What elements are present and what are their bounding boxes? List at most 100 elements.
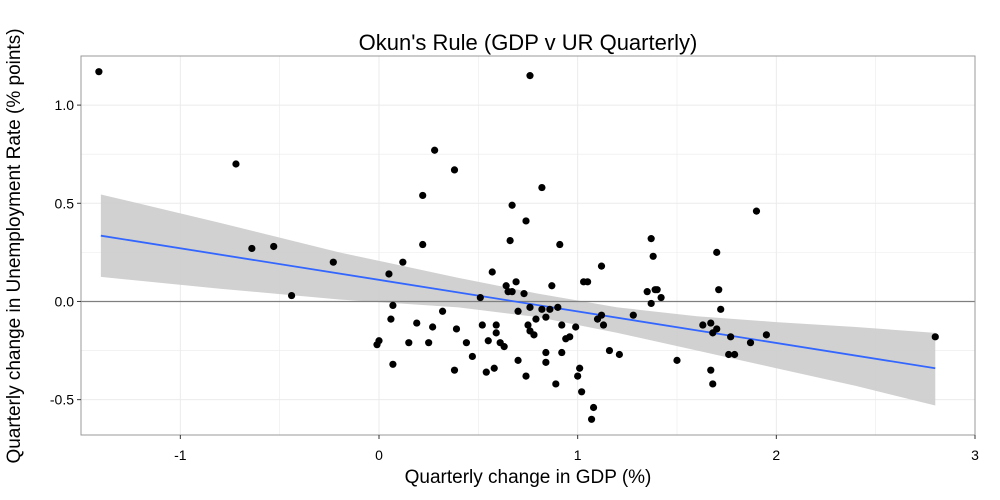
y-tick-label: 0.0 [55, 293, 75, 309]
data-point [542, 348, 550, 357]
data-point [653, 286, 661, 294]
data-point [520, 290, 528, 298]
data-point [558, 348, 566, 357]
data-point [478, 321, 486, 329]
y-tick-label: -0.5 [50, 392, 74, 408]
data-point [482, 368, 490, 376]
data-point [514, 307, 522, 315]
data-point [506, 236, 514, 245]
data-point [248, 244, 256, 253]
data-point [387, 315, 395, 323]
data-point [731, 350, 739, 359]
data-point [707, 319, 715, 327]
data-point [389, 301, 397, 309]
data-point [762, 331, 771, 339]
data-points [95, 68, 939, 423]
x-tick-label: 0 [375, 447, 383, 463]
data-point [597, 311, 606, 319]
x-tick-label: 1 [574, 447, 582, 463]
x-tick-label: 2 [772, 447, 780, 463]
data-point [270, 242, 278, 251]
data-point [524, 321, 532, 329]
data-point [599, 321, 608, 329]
data-point [605, 346, 614, 355]
data-point [425, 339, 433, 347]
trend-line-group [100, 234, 936, 370]
data-point [462, 339, 471, 347]
data-point [375, 337, 383, 345]
data-point [647, 299, 655, 308]
data-point [287, 291, 296, 300]
y-tick-label: 1.0 [55, 97, 75, 113]
data-point [419, 191, 427, 200]
data-point [566, 333, 574, 341]
data-point [95, 68, 103, 76]
data-point [476, 293, 484, 302]
data-point [657, 293, 665, 302]
data-point [546, 305, 554, 313]
trend-line [100, 234, 936, 370]
data-point [405, 339, 413, 347]
data-point [554, 303, 562, 311]
data-point [746, 339, 755, 347]
data-point [512, 278, 520, 286]
x-axis-title: Quarterly change in GDP (%) [405, 467, 652, 488]
data-point [438, 307, 447, 315]
data-point [329, 258, 337, 266]
data-point [647, 235, 655, 243]
data-point [552, 380, 560, 388]
data-point [576, 364, 584, 372]
data-point [752, 207, 761, 215]
data-point [399, 258, 407, 266]
data-point [584, 278, 592, 286]
data-point [574, 372, 582, 380]
data-point [526, 72, 534, 80]
plot-panel [80, 55, 976, 436]
data-point [542, 313, 550, 321]
data-point [500, 343, 508, 351]
y-tick-label: 0.5 [55, 195, 75, 211]
data-point [508, 201, 516, 209]
data-point [548, 282, 556, 290]
data-point [709, 380, 717, 388]
data-point [542, 358, 550, 366]
data-point [673, 356, 681, 364]
data-point [629, 311, 637, 319]
data-point [522, 372, 530, 380]
data-point [502, 282, 510, 290]
data-point [484, 337, 492, 345]
data-point [558, 321, 566, 329]
data-point [389, 360, 397, 368]
data-point [450, 366, 459, 374]
data-point [431, 146, 439, 154]
data-point [727, 333, 735, 341]
data-point [514, 356, 522, 364]
data-point [725, 350, 733, 359]
data-point [589, 403, 598, 412]
data-point [385, 270, 393, 278]
y-axis-title: Quarterly change in Unemployment Rate (%… [4, 28, 25, 463]
data-point [452, 325, 461, 333]
data-point [429, 323, 437, 331]
data-point [931, 333, 939, 341]
data-point [556, 240, 564, 249]
data-point [526, 303, 534, 311]
x-tick-label: -1 [174, 447, 187, 463]
data-point [713, 325, 721, 333]
data-point [713, 248, 721, 256]
data-point [530, 331, 538, 339]
data-point [615, 350, 623, 359]
data-point [492, 329, 500, 337]
data-point [492, 321, 500, 329]
data-point [508, 288, 516, 296]
data-point [413, 319, 421, 327]
data-point [468, 352, 476, 361]
data-point [232, 160, 240, 168]
data-point [649, 252, 657, 260]
data-point [717, 305, 725, 313]
data-point [643, 288, 651, 296]
axis-ticks: -1 0 1 2 3 -0.5 0.0 0.5 1.0 [50, 97, 979, 463]
data-point [578, 388, 586, 396]
panel-border [80, 55, 976, 436]
data-point [522, 217, 530, 225]
